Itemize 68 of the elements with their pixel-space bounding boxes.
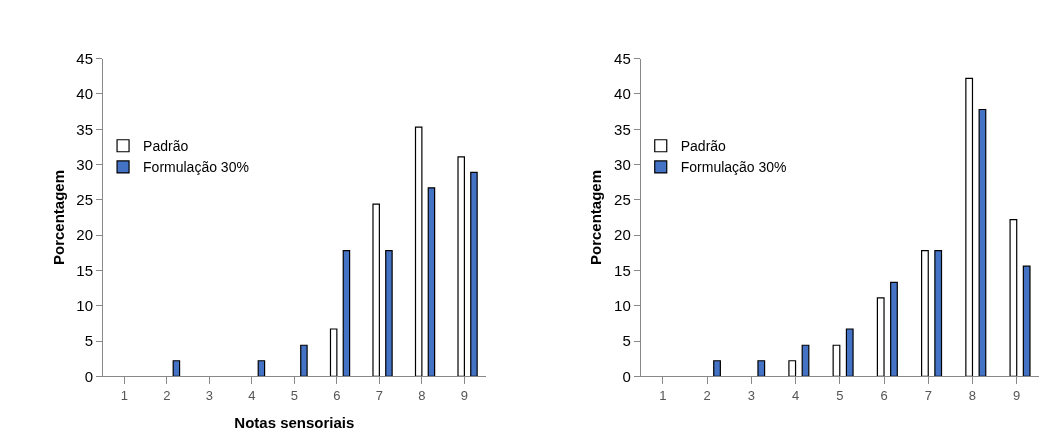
x-tick-label: 7: [375, 387, 383, 403]
x-tick-label: 1: [659, 387, 667, 403]
y-tick-label: 35: [76, 120, 94, 138]
y-tick-label: 5: [622, 332, 631, 350]
y-tick-label: 20: [614, 226, 631, 244]
x-tick-label: 2: [703, 387, 711, 403]
x-tick-label: 4: [248, 387, 256, 403]
bar: [329, 328, 338, 377]
y-tick-label: 30: [614, 155, 631, 173]
bar: [965, 77, 974, 377]
y-tick-label: 45: [76, 49, 94, 67]
y-tick-label: 10: [76, 296, 94, 314]
bar: [1009, 219, 1018, 377]
x-tick-label: 3: [205, 387, 213, 403]
bar: [978, 108, 987, 377]
bar: [757, 360, 766, 377]
bar: [1022, 265, 1031, 377]
x-tick-label: 5: [836, 387, 844, 403]
y-tick-label: 0: [622, 367, 631, 385]
bar: [890, 281, 898, 377]
y-tick-label: 10: [614, 296, 631, 314]
y-tick-label: 20: [76, 226, 94, 244]
bar: [414, 126, 423, 377]
bar: [300, 344, 308, 377]
x-tick-label: 6: [333, 387, 341, 403]
y-tick-label: 45: [614, 49, 631, 67]
x-tick-label: 2: [163, 387, 171, 403]
bar: [934, 250, 943, 377]
y-tick-label: 0: [84, 367, 94, 385]
x-tick-label: 8: [968, 387, 977, 403]
x-tick-label: 4: [791, 387, 800, 403]
y-tick-label: 25: [76, 191, 94, 209]
y-tick-label: 35: [614, 120, 631, 138]
x-tick-label: 1: [120, 387, 128, 403]
y-tick-label: 5: [84, 332, 94, 350]
bar: [921, 250, 929, 377]
y-tick-label: 30: [76, 155, 94, 173]
y-tick-label: 15: [614, 261, 631, 279]
x-tick-label: 8: [418, 387, 426, 403]
bar: [470, 171, 478, 377]
y-axis-title: Porcentagem: [587, 169, 605, 266]
bar: [385, 250, 393, 377]
bar: [457, 156, 465, 377]
bar: [427, 187, 436, 377]
bar: [342, 250, 351, 377]
bar: [372, 203, 380, 377]
x-tick-label: 3: [747, 387, 755, 403]
y-tick-label: 15: [76, 261, 94, 279]
x-tick-label: 9: [460, 387, 469, 403]
legend-label: Formulação 30%: [680, 159, 787, 176]
y-tick-label: 25: [614, 191, 631, 209]
bar: [788, 360, 797, 377]
x-tick-label: 5: [290, 387, 298, 403]
bar: [845, 328, 854, 377]
y-tick-label: 40: [614, 85, 631, 103]
legend-label: Padrão: [680, 138, 727, 155]
x-tick-label: 6: [880, 387, 888, 403]
y-tick-label: 40: [76, 85, 94, 103]
legend-label: Formulação 30%: [143, 159, 249, 176]
legend-label: Padrão: [143, 138, 189, 155]
bar: [713, 360, 721, 377]
bar: [172, 360, 181, 377]
x-axis-title: Notas sensoriais: [234, 413, 355, 431]
x-tick-label: 7: [924, 387, 932, 403]
bar: [876, 297, 885, 377]
x-tick-label: 9: [1013, 387, 1021, 403]
y-axis-title: Porcentagem: [49, 169, 67, 266]
bar: [257, 360, 266, 377]
